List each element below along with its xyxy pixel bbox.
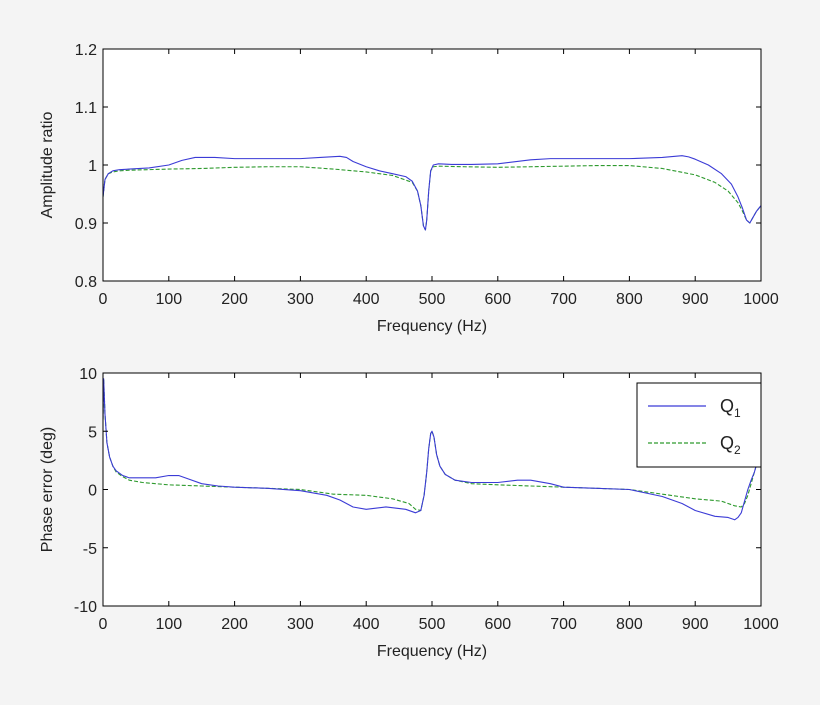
amplitude-xtick-label: 800	[616, 291, 643, 308]
amplitude-xtick-label: 600	[484, 291, 511, 308]
phase-ytick-label: 0	[88, 483, 97, 500]
legend-label-q2-sub: 2	[734, 443, 741, 457]
amplitude-series-q1-line	[103, 155, 761, 231]
phase-series-group	[103, 378, 761, 521]
phase-xtick-label: 300	[287, 616, 314, 633]
phase-ytick-label: 10	[79, 366, 97, 383]
amplitude-ytick-label: 0.9	[75, 216, 97, 233]
amplitude-ytick-label: 1.2	[75, 42, 97, 59]
phase-xlabel: Frequency (Hz)	[377, 643, 487, 660]
phase-xtick-label: 800	[616, 616, 643, 633]
amplitude-xtick-label: 100	[155, 291, 182, 308]
legend-label-q1-base: Q	[720, 396, 734, 416]
phase-xtick-label: 1000	[743, 616, 779, 633]
legend-box	[636, 382, 762, 468]
amplitude-xtick-label: 700	[550, 291, 577, 308]
amplitude-xtick-label: 900	[682, 291, 709, 308]
amplitude-xtick-label: 400	[353, 291, 380, 308]
amplitude-plot-area	[103, 49, 761, 281]
amplitude-ratio-axes: 0 100 200 300 400 500 600 700 800 900 1000 0.8 0.9 1 1…	[39, 42, 779, 335]
amplitude-ytick-label: 0.8	[75, 274, 97, 291]
amplitude-ytick-label: 1	[88, 158, 97, 175]
amplitude-xlabel: Frequency (Hz)	[377, 318, 487, 335]
phase-series-q1-line	[103, 378, 761, 521]
amplitude-ylabel: Amplitude ratio	[39, 112, 56, 219]
amplitude-xtick-label: 1000	[743, 291, 779, 308]
phase-ytick-label: -5	[83, 541, 97, 558]
phase-xtick-label: 400	[353, 616, 380, 633]
phase-ytick-label: 5	[88, 424, 97, 441]
amplitude-xtick-label: 300	[287, 291, 314, 308]
amplitude-ytick-label: 1.1	[75, 100, 97, 117]
amplitude-series-group	[103, 155, 761, 231]
legend-label-q2: Q2	[720, 433, 741, 457]
legend-label-q2-base: Q	[720, 433, 734, 453]
amplitude-xtick-label: 0	[99, 291, 108, 308]
amplitude-xtick-label: 200	[221, 291, 248, 308]
phase-xtick-label: 500	[419, 616, 446, 633]
phase-xtick-label: 100	[155, 616, 182, 633]
legend-label-q1: Q1	[720, 396, 741, 420]
legend: Q1 Q2	[636, 382, 762, 468]
phase-series-q2-line	[103, 378, 761, 512]
phase-ylabel: Phase error (deg)	[39, 427, 56, 552]
legend-label-q1-sub: 1	[734, 406, 741, 420]
phase-xtick-label: 200	[221, 616, 248, 633]
phase-ytick-label: -10	[74, 599, 97, 616]
phase-xtick-label: 600	[484, 616, 511, 633]
phase-xtick-label: 900	[682, 616, 709, 633]
amplitude-xtick-label: 500	[419, 291, 446, 308]
phase-xtick-label: 0	[99, 616, 108, 633]
phase-xtick-label: 700	[550, 616, 577, 633]
